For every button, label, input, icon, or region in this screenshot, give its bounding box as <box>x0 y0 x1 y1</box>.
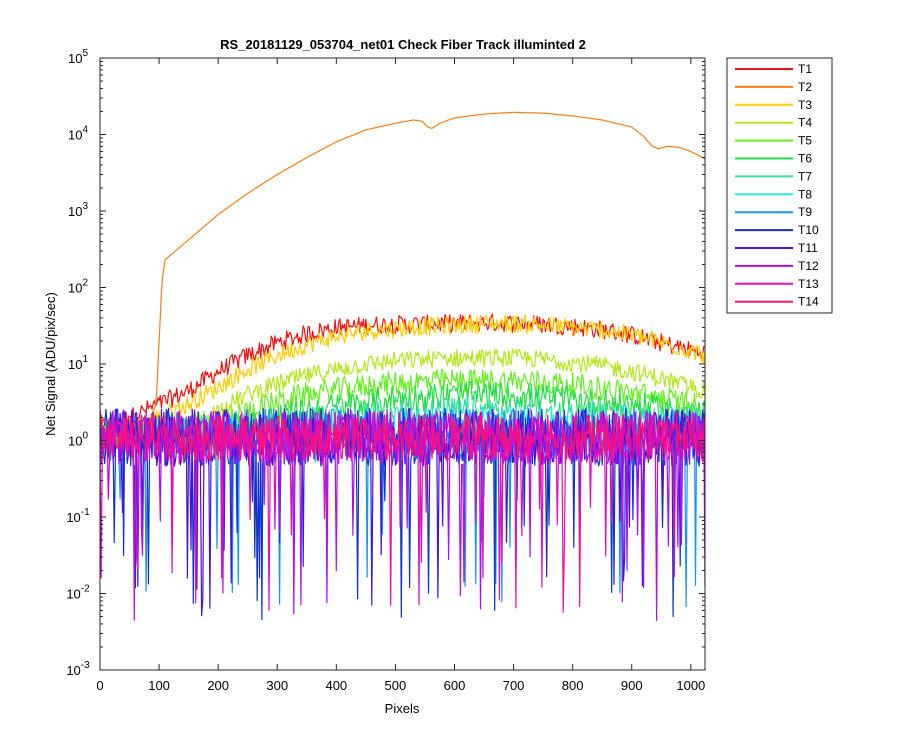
legend-label-t4: T4 <box>798 116 812 130</box>
legend-label-t3: T3 <box>798 98 812 112</box>
legend-label-t1: T1 <box>798 62 812 76</box>
legend-label-t12: T12 <box>798 259 819 273</box>
ticks-group: 0 100 200 300 400 500 600 700 800 900 1000 10-3 10-2… <box>66 48 705 693</box>
x-tick-label: 500 <box>385 678 407 693</box>
legend-box <box>726 57 833 314</box>
legend-label-t6: T6 <box>798 152 812 166</box>
y-tick-label: 101 <box>68 354 88 372</box>
legend: T1 T2 T3 T4 T5 T6 T7 T8 T9 T10 T11 T12 T13 T14 <box>726 57 833 314</box>
y-tick-label: 105 <box>68 48 88 66</box>
x-tick-label: 300 <box>266 678 288 693</box>
y-tick-label: 104 <box>68 125 88 143</box>
legend-label-t5: T5 <box>798 134 812 148</box>
series-line-t14 <box>100 413 705 461</box>
legend-label-t8: T8 <box>798 187 812 201</box>
legend-label-t14: T14 <box>798 295 819 309</box>
series-group <box>100 111 705 621</box>
legend-label-t13: T13 <box>798 277 819 291</box>
y-tick-label: 102 <box>68 278 88 296</box>
legend-label-t11: T11 <box>798 241 818 255</box>
y-axis-label: Net Signal (ADU/pix/sec) <box>43 292 58 436</box>
plot-area: 0 100 200 300 400 500 600 700 800 900 1000 10-3 10-2… <box>66 48 706 693</box>
legend-label-t10: T10 <box>798 223 819 237</box>
y-tick-label: 10-2 <box>66 584 90 602</box>
x-tick-label: 1000 <box>676 678 705 693</box>
x-tick-label: 700 <box>503 678 525 693</box>
x-tick-label: 900 <box>621 678 643 693</box>
x-tick-label: 0 <box>96 678 103 693</box>
series-line-t3 <box>100 314 705 441</box>
plot-frame <box>99 57 706 671</box>
legend-label-t9: T9 <box>798 205 812 219</box>
y-tick-label: 10-3 <box>66 660 90 678</box>
x-tick-label: 600 <box>444 678 466 693</box>
y-tick-label: 100 <box>68 431 88 449</box>
x-tick-label: 800 <box>562 678 584 693</box>
y-tick-label: 10-1 <box>66 507 90 525</box>
x-axis-label: Pixels <box>385 701 420 716</box>
legend-label-t7: T7 <box>798 169 812 183</box>
x-tick-label: 200 <box>207 678 229 693</box>
y-tick-label: 103 <box>68 201 88 219</box>
chart-title: RS_20181129_053704_net01 Check Fiber Tra… <box>220 37 586 52</box>
legend-label-t2: T2 <box>798 80 812 94</box>
series-line-t2 <box>100 111 705 428</box>
x-tick-label: 400 <box>325 678 347 693</box>
x-tick-label: 100 <box>148 678 170 693</box>
